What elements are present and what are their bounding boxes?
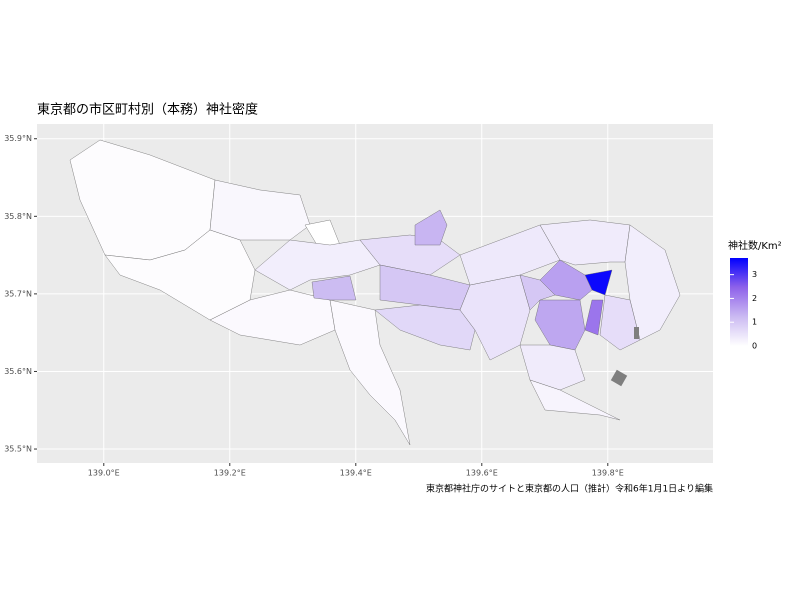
region — [519, 274, 556, 311]
x-tick-label: 139.4°E — [340, 469, 372, 478]
legend-label: 1 — [752, 318, 757, 327]
x-tick-label: 139.2°E — [214, 469, 246, 478]
legend-label: 2 — [752, 294, 757, 303]
region — [374, 304, 476, 351]
colorbar — [730, 258, 748, 346]
y-tick-label: 35.7°N — [4, 289, 32, 298]
region — [584, 299, 604, 336]
x-tick-label: 139.6°E — [466, 469, 498, 478]
legend-label: 3 — [752, 270, 757, 279]
region — [599, 294, 641, 351]
y-tick-label: 35.8°N — [4, 212, 32, 221]
x-tick-label: 139.0°E — [88, 469, 120, 478]
region — [624, 224, 681, 341]
legend-label: 0 — [752, 342, 757, 351]
na-island — [610, 369, 628, 387]
y-tick-label: 35.9°N — [4, 134, 32, 143]
caption: 東京都神社庁のサイトと東京都の人口（推計）令和6年1月1日より編集 — [426, 483, 713, 495]
region — [311, 275, 357, 301]
chart-title: 東京都の市区町村別（本務）神社密度 — [37, 102, 258, 118]
x-tick-label: 139.8°E — [592, 469, 624, 478]
legend-title: 神社数/Km² — [728, 239, 782, 252]
map — [69, 139, 681, 446]
region — [329, 299, 411, 446]
region — [414, 209, 448, 246]
region — [254, 239, 381, 291]
y-tick-label: 35.6°N — [4, 367, 32, 376]
region — [529, 379, 621, 421]
na-island — [634, 327, 639, 339]
y-tick-label: 35.5°N — [4, 445, 32, 454]
region — [539, 219, 631, 266]
